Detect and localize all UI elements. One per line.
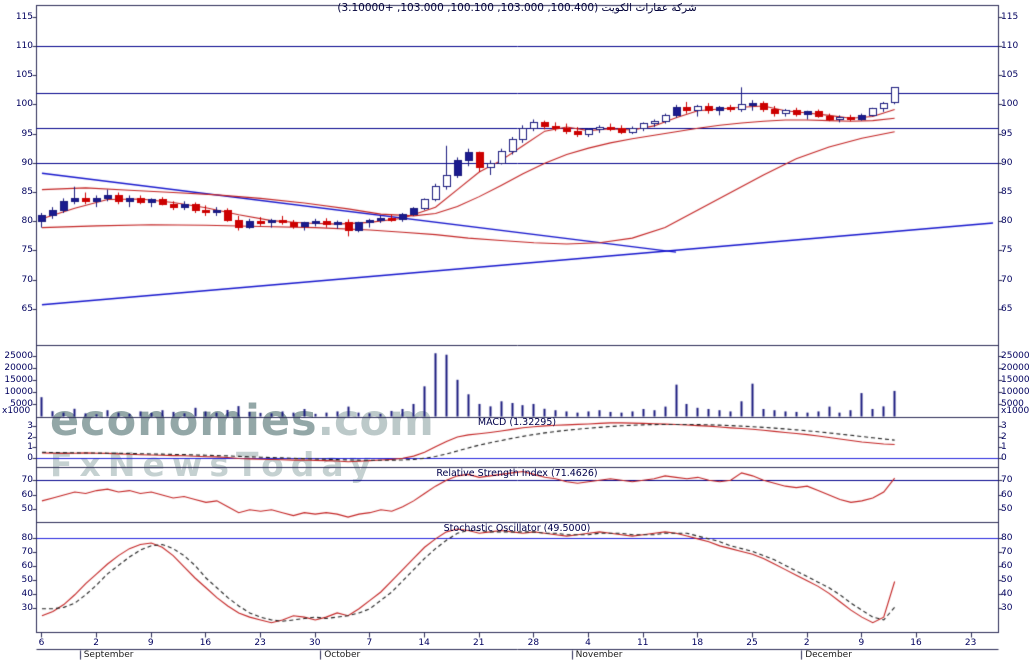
y-axis-label: 10000 (4, 386, 33, 397)
y-axis-label: 0 (1001, 453, 1007, 464)
y-axis-label: 60 (1001, 561, 1013, 572)
y-axis-label: 1 (27, 442, 33, 453)
y-axis-label: 30 (1001, 603, 1013, 614)
y-axis-label: 40 (21, 589, 33, 600)
y-axis-label: 50 (21, 575, 33, 586)
y-axis-label: 50 (1001, 504, 1013, 515)
y-axis-label: 110 (15, 40, 33, 51)
y-axis-label: 100 (15, 99, 33, 110)
y-axis-label: 115 (15, 11, 33, 22)
x-axis-label: 23 (254, 638, 266, 648)
x-axis-label: 2 (93, 638, 99, 648)
y-axis-label: 20000 (1001, 362, 1030, 373)
month-label: September (83, 650, 134, 660)
y-axis-label: 80 (21, 533, 33, 544)
month-label: December (805, 650, 852, 660)
y-axis-label: 15000 (4, 374, 33, 385)
x-axis-label: 7 (366, 638, 373, 648)
rsi-panel-title: Relative Strength Index (71.4626) (436, 468, 598, 479)
y-axis-label: 85 (21, 187, 33, 198)
y-axis-label: 75 (21, 245, 33, 256)
y-axis-label: 70 (1001, 547, 1013, 558)
y-axis-label: 115 (1001, 11, 1019, 22)
y-axis-label: 105 (15, 70, 33, 81)
y-axis-label: 70 (21, 274, 33, 285)
x-axis-label: 28 (527, 638, 540, 648)
y-axis-label: 70 (21, 547, 33, 558)
x-axis-label: 9 (858, 638, 865, 648)
y-axis-label: 3 (1001, 420, 1007, 431)
y-axis-label: 65 (21, 303, 33, 314)
y-axis-label: 2 (1001, 431, 1007, 442)
y-axis-label: 65 (1001, 303, 1013, 314)
y-axis-label: 60 (1001, 489, 1013, 500)
y-axis-label: 3 (27, 420, 33, 431)
y-axis-label: 105 (1001, 70, 1019, 81)
x-axis-label: 14 (418, 638, 430, 648)
chart-title: شركة عقارات الكويت (100.400, 103.000, 10… (337, 2, 697, 14)
y-axis-label: 50 (1001, 575, 1013, 586)
x-axis-label: 18 (691, 638, 704, 648)
x-axis-label: 11 (636, 638, 649, 648)
y-axis-label: 100 (1001, 99, 1019, 110)
y-axis-label: 10000 (1001, 386, 1030, 397)
y-axis-label: 80 (1001, 533, 1013, 544)
y-axis-label: 80 (21, 216, 33, 227)
y-axis-label: 15000 (1001, 374, 1030, 385)
x-axis-label: 9 (147, 638, 154, 648)
y-axis-label: 85 (1001, 187, 1013, 198)
x-axis-label: 16 (910, 638, 922, 648)
y-axis-label: 30 (21, 603, 33, 614)
x-axis-label: 23 (964, 638, 977, 648)
y-axis-label: 20000 (4, 362, 33, 373)
x-axis-label: 2 (803, 638, 810, 648)
y-axis-label: 95 (21, 128, 33, 139)
y-axis-label: 2 (27, 431, 33, 442)
month-label: October (324, 650, 361, 660)
y-axis-label: 60 (21, 489, 33, 500)
y-axis-label: 25000 (4, 350, 33, 361)
y-axis-label: 110 (1001, 40, 1019, 51)
stochastic-panel-title: Stochastic Oscillator (49.5000) (443, 523, 591, 534)
y-axis-label: 75 (1001, 245, 1013, 256)
x-axis-label: 30 (309, 638, 321, 648)
y-axis-label: 1 (1001, 442, 1007, 453)
x-axis-label: 25 (746, 638, 758, 648)
y-axis-label: 5000 (10, 398, 33, 409)
month-label: November (575, 650, 623, 660)
x-axis-label: 21 (473, 638, 485, 648)
y-axis-label: 90 (1001, 157, 1013, 168)
axis-unit-label: x1000 (2, 406, 31, 416)
macd-panel-title: MACD (1.32295) (477, 417, 557, 428)
y-axis-label: 5000 (1001, 398, 1024, 409)
x-axis-label: 6 (38, 638, 45, 648)
y-axis-label: 40 (1001, 589, 1013, 600)
y-axis-label: 60 (21, 561, 33, 572)
y-axis-label: 80 (1001, 216, 1013, 227)
y-axis-label: 95 (1001, 128, 1013, 139)
y-axis-label: 70 (1001, 474, 1013, 485)
y-axis-label: 70 (1001, 274, 1013, 285)
y-axis-label: 90 (21, 157, 33, 168)
y-axis-label: 0 (27, 453, 33, 464)
y-axis-label: 25000 (1001, 350, 1030, 361)
y-axis-label: 70 (21, 474, 33, 485)
y-axis-label: 50 (21, 504, 33, 515)
axis-unit-label: x1000 (1001, 406, 1030, 416)
x-axis-label: 4 (585, 638, 591, 648)
x-axis-label: 16 (199, 638, 212, 648)
